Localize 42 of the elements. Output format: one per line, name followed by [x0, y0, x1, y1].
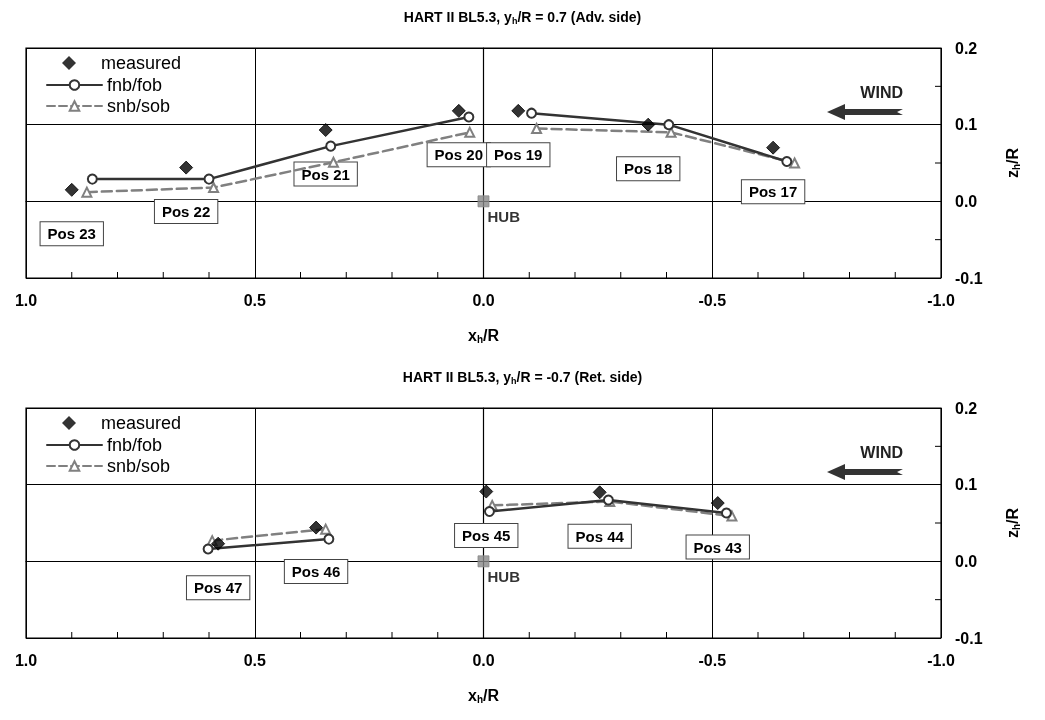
legend-label: measured — [101, 53, 182, 73]
x-tick-label: -0.5 — [698, 651, 727, 669]
y-axis-title: zh/R — [1003, 507, 1022, 539]
annotation: Pos 17 — [748, 183, 798, 201]
x-tick-label: -1.0 — [927, 651, 955, 669]
y-tick-label: 0.2 — [955, 399, 978, 417]
y-axis-title: zh/R — [1003, 147, 1022, 179]
annotation: WIND — [860, 83, 903, 101]
annotation: Pos 18 — [624, 160, 673, 178]
annotation: Pos 47 — [193, 579, 243, 597]
x-tick-label: -1.0 — [927, 291, 955, 309]
y-tick-label: 0.1 — [955, 116, 978, 134]
annotation: Pos 44 — [575, 527, 625, 545]
x-tick-label: 0.5 — [243, 291, 266, 309]
y-tick-label: 0.1 — [955, 476, 978, 494]
legend-label: fnb/fob — [107, 75, 163, 95]
y-tick-label: 0.0 — [955, 192, 978, 210]
x-tick-label: -0.5 — [698, 291, 727, 309]
legend-label: measured — [101, 413, 182, 433]
annotation: Pos 45 — [462, 527, 511, 545]
x-tick-label: 0.5 — [243, 651, 266, 669]
annotation: Pos 19 — [494, 146, 543, 164]
y-tick-label: 0.2 — [955, 39, 978, 57]
annotation: Pos 20 — [434, 146, 483, 164]
legend-label: snb/sob — [107, 96, 171, 116]
series-label: HUB — [487, 568, 521, 586]
legend-label: fnb/fob — [107, 435, 163, 455]
y-tick-label: -0.1 — [955, 269, 983, 287]
annotation: Pos 23 — [47, 225, 96, 243]
y-tick-label: -0.1 — [955, 629, 983, 647]
x-tick-label: 0.0 — [472, 291, 495, 309]
annotation: Pos 22 — [161, 203, 211, 221]
annotation: Pos 46 — [291, 563, 341, 581]
x-tick-label: 1.0 — [14, 291, 38, 309]
annotation: WIND — [860, 443, 903, 461]
annotation: Pos 43 — [693, 538, 742, 556]
legend-label: snb/sob — [107, 456, 171, 476]
y-tick-label: 0.0 — [955, 552, 978, 570]
x-tick-label: 1.0 — [14, 651, 38, 669]
annotation: Pos 21 — [301, 165, 350, 183]
x-tick-label: 0.0 — [472, 651, 495, 669]
series-label: HUB — [487, 208, 521, 226]
